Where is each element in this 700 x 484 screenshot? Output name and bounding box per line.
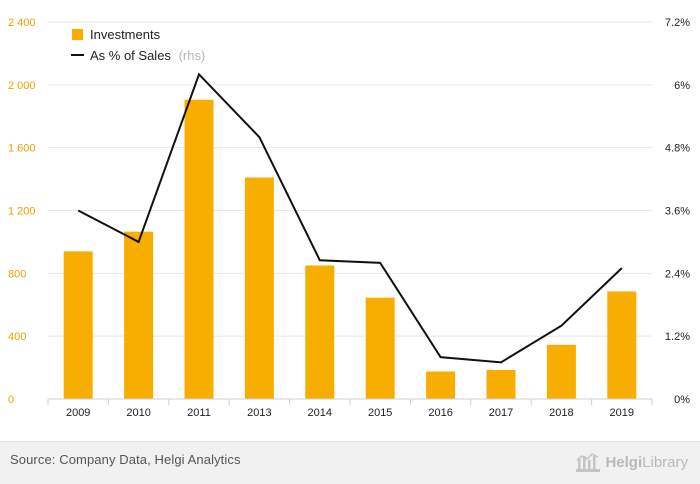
left-tick-label: 0 [8,394,14,406]
right-axis-ticks: 0% 1.2% 2.4% 3.6% 4.8% 6% 7.2% [665,17,690,406]
right-tick-label: 0% [674,394,690,406]
legend-label-investments: Investments [90,27,161,42]
right-tick-label: 7.2% [665,17,690,29]
legend-label-pct: As % of Sales (rhs) [90,48,205,63]
right-tick-label: 2.4% [665,268,690,280]
bar-2013 [244,177,274,399]
legend-label-pct-name: As % of Sales [90,48,171,63]
x-tick-label: 2014 [308,407,332,419]
x-tick-label: 2010 [126,407,150,419]
right-tick-label: 4.8% [665,143,690,155]
right-tick-label: 6% [674,80,690,92]
combo-chart: 0 400 800 1 200 1 600 2 000 2 400 0% 1.2% 2.4% 3.… [8,17,690,419]
logo-text-library: Library [642,453,688,471]
logo-text-helgi: Helgi [605,453,643,471]
x-tick-label: 2011 [187,407,211,419]
bar-2016 [426,371,456,399]
bar-2018 [546,344,576,399]
legend-label-pct-suffix: (rhs) [179,48,206,63]
x-tick-label: 2013 [247,407,271,419]
left-axis-ticks: 0 400 800 1 200 1 600 2 000 2 400 [8,17,36,406]
left-tick-label: 400 [8,331,26,343]
pct-of-sales-line [77,72,623,364]
left-tick-label: 800 [8,268,26,280]
right-tick-label: 1.2% [665,331,690,343]
x-tick-label: 2019 [610,407,634,419]
legend-swatch-investments [72,29,83,40]
library-building-icon [576,453,601,472]
bar-2009 [63,251,93,399]
right-tick-label: 3.6% [665,206,690,218]
x-tick-label: 2015 [368,407,392,419]
x-tick-label: 2009 [66,407,90,419]
bar-2017 [486,369,516,399]
legend: Investments As % of Sales (rhs) [71,27,205,63]
left-tick-label: 1 200 [8,206,36,218]
x-tick-label: 2018 [549,407,573,419]
bar-2015 [365,297,395,399]
bar-2010 [124,231,154,399]
source-note: Source: Company Data, Helgi Analytics [10,452,241,467]
x-tick-label: 2016 [428,407,452,419]
left-tick-label: 2 400 [8,17,36,29]
left-tick-label: 1 600 [8,143,36,155]
x-tick-label: 2017 [489,407,513,419]
footer: Source: Company Data, Helgi Analytics He… [0,441,700,484]
bar-2014 [305,265,335,399]
bar-2019 [607,291,637,399]
investment-bars [63,99,637,399]
left-tick-label: 2 000 [8,80,36,92]
helgi-library-logo[interactable]: HelgiLibrary [575,451,688,473]
x-axis-ticks: 2009 2010 2011 2013 2014 2015 2016 2017 2018 2019 [47,399,653,419]
bar-2011 [184,99,214,399]
